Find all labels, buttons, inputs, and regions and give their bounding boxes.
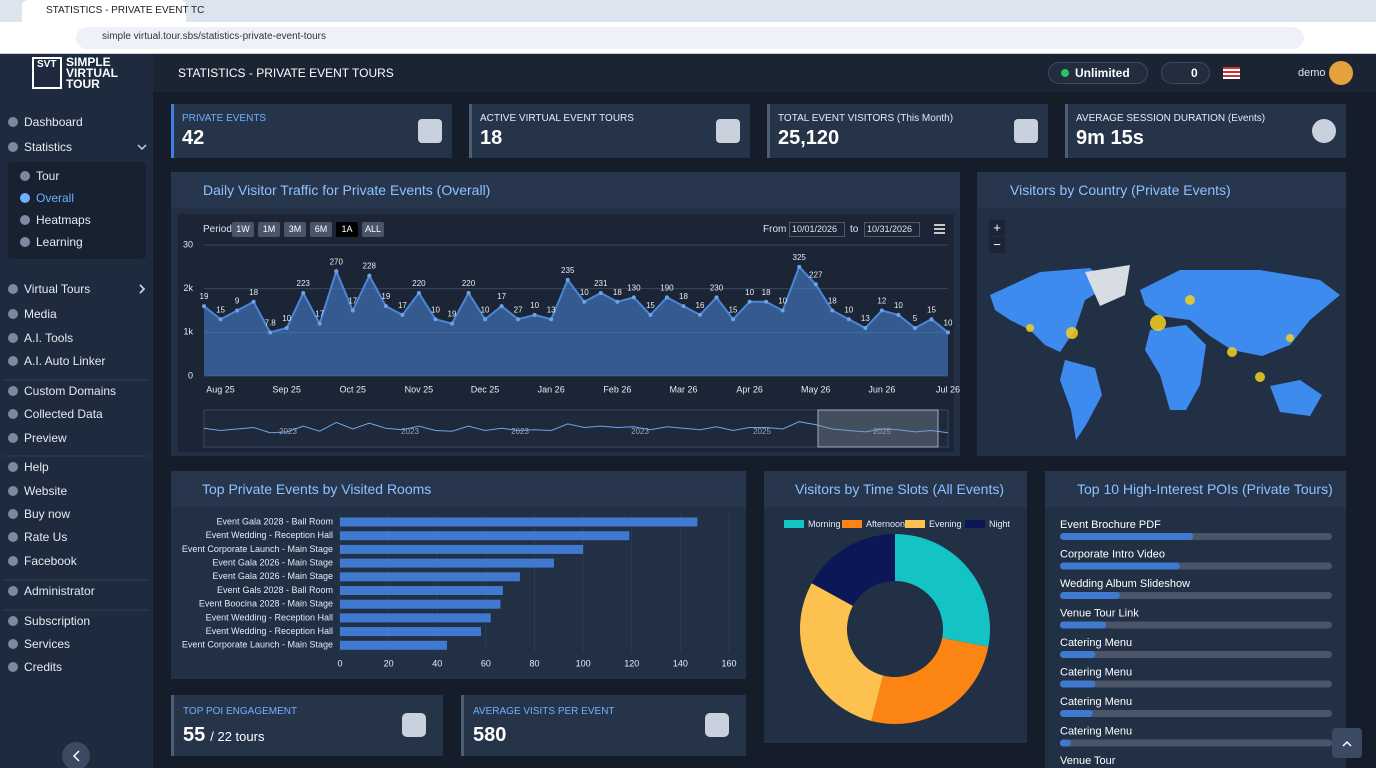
page-title: STATISTICS - PRIVATE EVENT TOURS (178, 66, 394, 80)
avatar[interactable] (1329, 61, 1353, 85)
sidebar-item[interactable]: Media (24, 307, 57, 321)
map-panel (977, 172, 1346, 456)
to-label: to (850, 224, 859, 235)
stat-icon (705, 713, 729, 737)
stat-icon (716, 119, 740, 143)
map-panel-header (977, 172, 1346, 208)
stat-value: 9m 15s (1076, 127, 1144, 149)
poi-title: Top 10 High-Interest POIs (Private Tours… (1077, 481, 1333, 497)
stat-icon (1014, 119, 1038, 143)
scroll-top-button[interactable] (1332, 728, 1362, 758)
period-button[interactable]: 1A (336, 222, 358, 237)
period-button[interactable]: 6M (310, 222, 332, 237)
stat-value: 42 (182, 127, 205, 149)
stat-card: TOP POI ENGAGEMENT 55 / 22 tours (171, 695, 443, 756)
credits-pill[interactable] (1161, 62, 1210, 84)
sidebar-item[interactable]: Credits (24, 660, 63, 674)
stat-value: 18 (480, 127, 503, 149)
url-field[interactable] (76, 27, 1304, 49)
logo-line: TOUR (66, 77, 100, 91)
stat-card: AVERAGE SESSION DURATION (Events) 9m 15s (1065, 104, 1346, 158)
sidebar-item[interactable]: Custom Domains (24, 384, 117, 398)
date-input[interactable]: 10/31/2026 (864, 222, 920, 237)
plan-pill[interactable] (1048, 62, 1148, 84)
period-button[interactable]: ALL (362, 222, 384, 237)
stat-card: TOTAL EVENT VISITORS (This Month) 25,120 (767, 104, 1048, 158)
date-input[interactable]: 10/01/2026 (789, 222, 845, 237)
sidebar-item[interactable]: Tour (36, 169, 60, 183)
bar-title: Top Private Events by Visited Rooms (202, 481, 432, 497)
stat-icon (418, 119, 442, 143)
url: simple virtual.tour.sbs/statistics-priva… (102, 31, 326, 42)
stat-label: AVERAGE SESSION DURATION (Events) (1076, 113, 1266, 124)
traffic-panel-header (171, 172, 960, 208)
zoom-out[interactable]: − (989, 237, 1005, 253)
donut-title: Visitors by Time Slots (All Events) (795, 481, 1005, 497)
stat-label: TOP POI ENGAGEMENT (183, 706, 298, 717)
period-button[interactable]: 3M (284, 222, 306, 237)
stat-icon (1312, 119, 1336, 143)
sidebar-item[interactable]: Heatmaps (36, 213, 91, 227)
map-title: Visitors by Country (Private Events) (1010, 182, 1231, 198)
stat-label: AVERAGE VISITS PER EVENT (473, 706, 615, 717)
sidebar-item[interactable]: Administrator (24, 584, 95, 598)
stat-card: PRIVATE EVENTS 42 (171, 104, 452, 158)
logo-line: SIMPLE (66, 55, 111, 69)
sidebar-item[interactable]: Learning (36, 235, 83, 249)
traffic-plot-area (178, 214, 954, 452)
sidebar-item-active[interactable]: Overall (36, 191, 75, 205)
sidebar-item[interactable]: Facebook (24, 554, 77, 568)
stat-card: AVERAGE VISITS PER EVENT 580 (461, 695, 746, 756)
period-button[interactable]: 1M (258, 222, 280, 237)
user[interactable]: demo (1298, 67, 1326, 79)
stat-value: 55 / 22 tours (183, 724, 264, 747)
period-button[interactable]: 1W (232, 222, 254, 237)
tab-title: STATISTICS - PRIVATE EVENT TC (46, 5, 205, 16)
tab-bar (0, 0, 1376, 22)
plan: Unlimited (1075, 66, 1130, 80)
sidebar-item[interactable]: A.I. Auto Linker (24, 354, 106, 368)
sidebar-item[interactable]: Collected Data (24, 407, 103, 421)
sidebar-item[interactable]: Buy now (24, 507, 71, 521)
sidebar-item[interactable]: Virtual Tours (24, 282, 91, 296)
sidebar-submenu (8, 162, 146, 259)
stat-value: 25,120 (778, 127, 840, 149)
logo-line: VIRTUAL (66, 66, 118, 80)
zoom-in[interactable]: + (989, 220, 1005, 236)
poi-panel (1045, 471, 1346, 768)
bar-panel-header (171, 471, 746, 507)
plan-dot (1061, 69, 1069, 77)
sidebar-item[interactable]: Rate Us (24, 530, 68, 544)
stat-number: 580 (473, 724, 507, 746)
stat-icon (402, 713, 426, 737)
stat-card: ACTIVE VIRTUAL EVENT TOURS 18 (469, 104, 750, 158)
stat-label: TOTAL EVENT VISITORS (This Month) (778, 113, 954, 124)
logo-badge: SVT (32, 57, 62, 89)
sidebar-item[interactable]: Help (24, 460, 49, 474)
sidebar-item[interactable]: Preview (24, 431, 67, 445)
stat-number: 55 (183, 724, 206, 746)
sidebar-item[interactable]: Website (24, 484, 68, 498)
from-label: From (763, 224, 787, 235)
period-label: Period (203, 224, 232, 235)
stat-suffix: / 22 tours (210, 729, 265, 744)
stat-value: 580 (473, 724, 506, 747)
sidebar-item[interactable]: Services (24, 637, 71, 651)
stat-label: PRIVATE EVENTS (182, 113, 267, 124)
tab[interactable] (22, 0, 186, 22)
sidebar-item[interactable]: A.I. Tools (24, 331, 74, 345)
donut-panel-header (764, 471, 1027, 507)
flag[interactable] (1223, 67, 1240, 79)
traffic-title: Daily Visitor Traffic for Private Events… (203, 182, 491, 198)
donut-panel (764, 471, 1027, 743)
poi-panel-header (1045, 471, 1346, 507)
collapse-button[interactable] (62, 742, 90, 768)
sidebar-item[interactable]: Subscription (24, 614, 91, 628)
sidebar-item[interactable]: Statistics (24, 140, 73, 154)
stat-label: ACTIVE VIRTUAL EVENT TOURS (480, 113, 634, 124)
credits: 0 (1191, 66, 1198, 80)
sidebar-item[interactable]: Dashboard (24, 115, 83, 129)
